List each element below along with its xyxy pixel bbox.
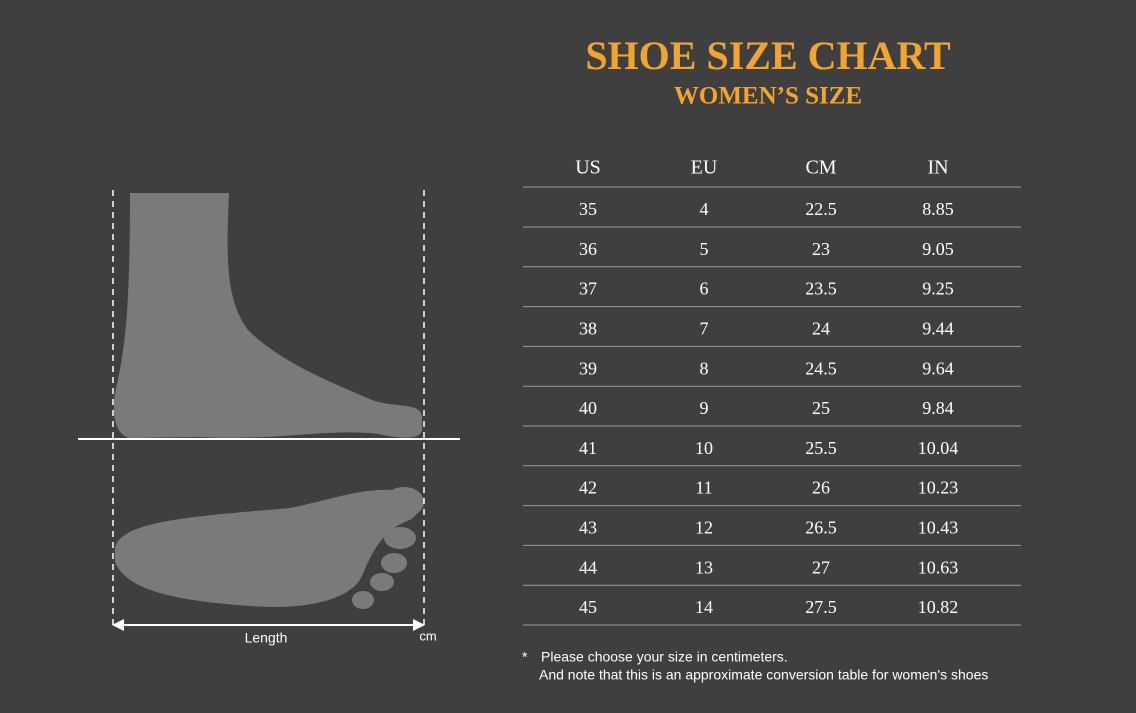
- table-cell: 26.5: [805, 518, 837, 538]
- foot-diagram: Length cm: [78, 190, 460, 646]
- foot-side: [113, 193, 422, 438]
- table-cell: 9.44: [922, 319, 954, 339]
- unit-label: cm: [419, 628, 436, 643]
- table-cell: 26: [812, 478, 830, 498]
- table-cell: 8: [700, 358, 709, 378]
- table-cell: 23.5: [805, 279, 837, 299]
- title: SHOE SIZE CHART: [585, 33, 951, 78]
- note-line: Please choose your size in centimeters.: [541, 649, 788, 665]
- table-cell: 13: [695, 557, 713, 577]
- note-marker: *: [522, 649, 528, 665]
- table-cell: 44: [579, 557, 597, 577]
- table-cell: 12: [695, 518, 713, 538]
- table-cell: 40: [579, 398, 597, 418]
- table-cell: 45: [579, 597, 597, 617]
- table-cell: 39: [579, 358, 597, 378]
- table-cell: 4: [700, 199, 709, 219]
- toe: [384, 527, 416, 549]
- toe: [381, 553, 407, 573]
- table-cell: 9.64: [922, 358, 954, 378]
- table-cell: 23: [812, 239, 830, 259]
- table-cell: 37: [579, 279, 597, 299]
- table-cell: 38: [579, 319, 597, 339]
- table-cell: 25: [812, 398, 830, 418]
- table-cell: 22.5: [805, 199, 837, 219]
- table-cell: 10.23: [918, 478, 959, 498]
- column-header: IN: [927, 157, 948, 179]
- subtitle: WOMEN’S SIZE: [674, 83, 862, 110]
- toe: [352, 591, 374, 609]
- table-cell: 10.04: [918, 438, 959, 458]
- table-cell: 27.5: [805, 597, 837, 617]
- size-table: US EU CM IN 35 4 22.5 8.85 36 5 23 9.05 37 6 23.5 9.25 3…: [523, 157, 1021, 626]
- column-header: US: [575, 157, 601, 179]
- table-cell: 25.5: [805, 438, 837, 458]
- toe: [370, 573, 394, 591]
- table-cell: 9: [700, 398, 709, 418]
- table-cell: 10: [695, 438, 713, 458]
- note-line: And note that this is an approximate con…: [539, 667, 988, 683]
- table-cell: 6: [700, 279, 709, 299]
- table-cell: 5: [700, 239, 709, 259]
- table-cell: 41: [579, 438, 597, 458]
- table-cell: 14: [695, 597, 713, 617]
- column-header: EU: [691, 157, 718, 179]
- table-cell: 8.85: [922, 199, 954, 219]
- table-cell: 7: [700, 319, 709, 339]
- table-cell: 9.25: [922, 279, 954, 299]
- table-cell: 9.84: [922, 398, 954, 418]
- toe: [384, 487, 424, 517]
- table-cell: 10.82: [918, 597, 959, 617]
- table-cell: 24: [812, 319, 830, 339]
- column-header: CM: [805, 157, 836, 179]
- table-cell: 42: [579, 478, 597, 498]
- table-cell: 11: [695, 478, 712, 498]
- table-cell: 35: [579, 199, 597, 219]
- table-cell: 43: [579, 518, 597, 538]
- table-cell: 27: [812, 557, 830, 577]
- table-cell: 36: [579, 239, 597, 259]
- length-label: Length: [245, 630, 288, 646]
- foot-sole: [115, 489, 419, 607]
- table-cell: 10.43: [918, 518, 959, 538]
- table-cell: 10.63: [918, 557, 959, 577]
- table-cell: 24.5: [805, 358, 837, 378]
- table-cell: 9.05: [922, 239, 954, 259]
